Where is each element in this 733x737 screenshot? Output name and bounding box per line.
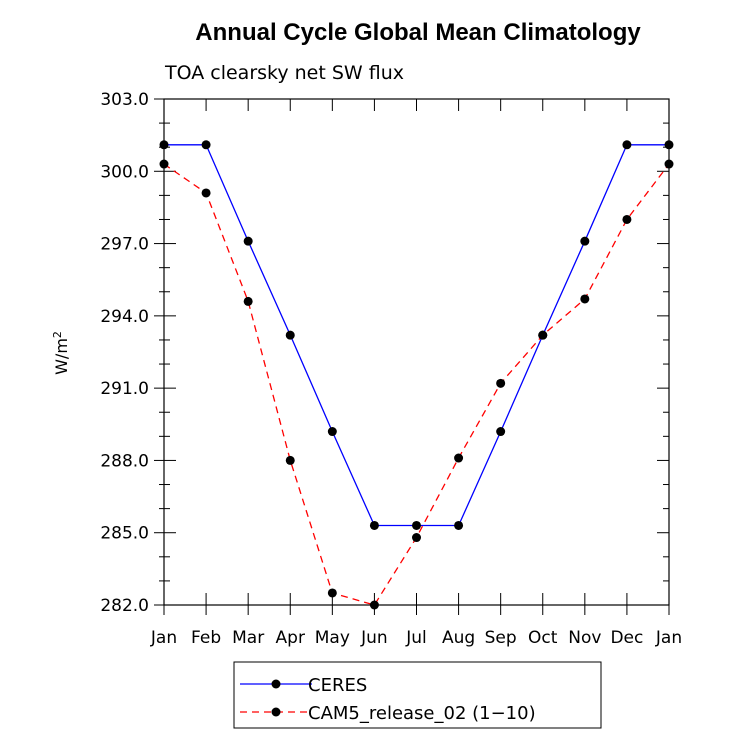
x-tick-label: Jan [150,628,177,648]
y-tick-label: 288.0 [100,451,149,471]
legend-marker-ceres [271,679,281,689]
chart-title: Annual Cycle Global Mean Climatology [195,19,641,46]
y-axis-label: W/m2 [51,331,71,375]
x-tick-label: Jul [405,628,427,648]
data-point-ceres [369,520,379,530]
chart-subtitle: TOA clearsky net SW flux [164,62,404,84]
data-point-cam5 [327,588,337,598]
data-point-cam5 [201,188,211,198]
x-tick-label: Jan [655,628,682,648]
legend-marker-cam5 [271,707,281,717]
x-tick-label: Apr [276,628,305,648]
x-tick-label: May [315,628,350,648]
data-point-ceres [159,140,169,150]
legend-box [233,661,602,729]
data-point-ceres [580,236,590,246]
data-point-cam5 [538,330,548,340]
y-axis-label-text: W/m [52,338,71,375]
x-tick-label: Sep [485,628,517,648]
data-point-ceres [327,427,337,437]
x-tick-label: Mar [232,628,264,648]
y-tick-label: 291.0 [100,379,149,399]
data-point-ceres [496,427,506,437]
legend: CERES CAM5_release_02 (1−10) [233,661,602,729]
y-tick-label: 294.0 [100,307,149,327]
data-point-cam5 [412,533,421,543]
y-tick-label: 303.0 [100,90,149,110]
data-point-cam5 [369,600,379,610]
legend-label-ceres: CERES [308,675,367,696]
data-point-ceres [201,140,211,150]
data-point-ceres [412,520,421,530]
y-tick-label: 297.0 [100,235,149,255]
x-tick-label: Nov [568,628,601,648]
y-tick-label: 300.0 [100,162,149,182]
x-tick-label: Dec [610,628,643,648]
data-point-cam5 [454,453,464,463]
y-axis-label-superscript: 2 [51,331,64,338]
data-point-cam5 [622,214,632,224]
data-point-ceres [622,140,632,150]
data-point-cam5 [159,159,169,169]
data-point-ceres [454,520,464,530]
y-tick-label: 282.0 [100,596,149,616]
x-tick-label: Aug [442,628,475,648]
legend-label-cam5: CAM5_release_02 (1−10) [308,703,536,724]
x-tick-label: Jun [360,628,388,648]
plot-area: 282.0 285.0 288.0 291.0 294.0 297.0 300.0 303.0… [100,90,682,648]
data-point-cam5 [243,296,253,306]
data-point-ceres [664,140,674,150]
data-point-cam5 [580,294,590,304]
y-tick-label: 285.0 [100,524,149,544]
x-tick-label: Feb [191,628,221,648]
data-point-ceres [285,330,295,340]
data-point-ceres [243,236,253,246]
x-tick-label: Oct [528,628,558,648]
data-point-cam5 [664,159,674,169]
series-line-ceres [164,144,669,527]
data-point-cam5 [285,455,295,465]
data-point-cam5 [496,378,506,388]
